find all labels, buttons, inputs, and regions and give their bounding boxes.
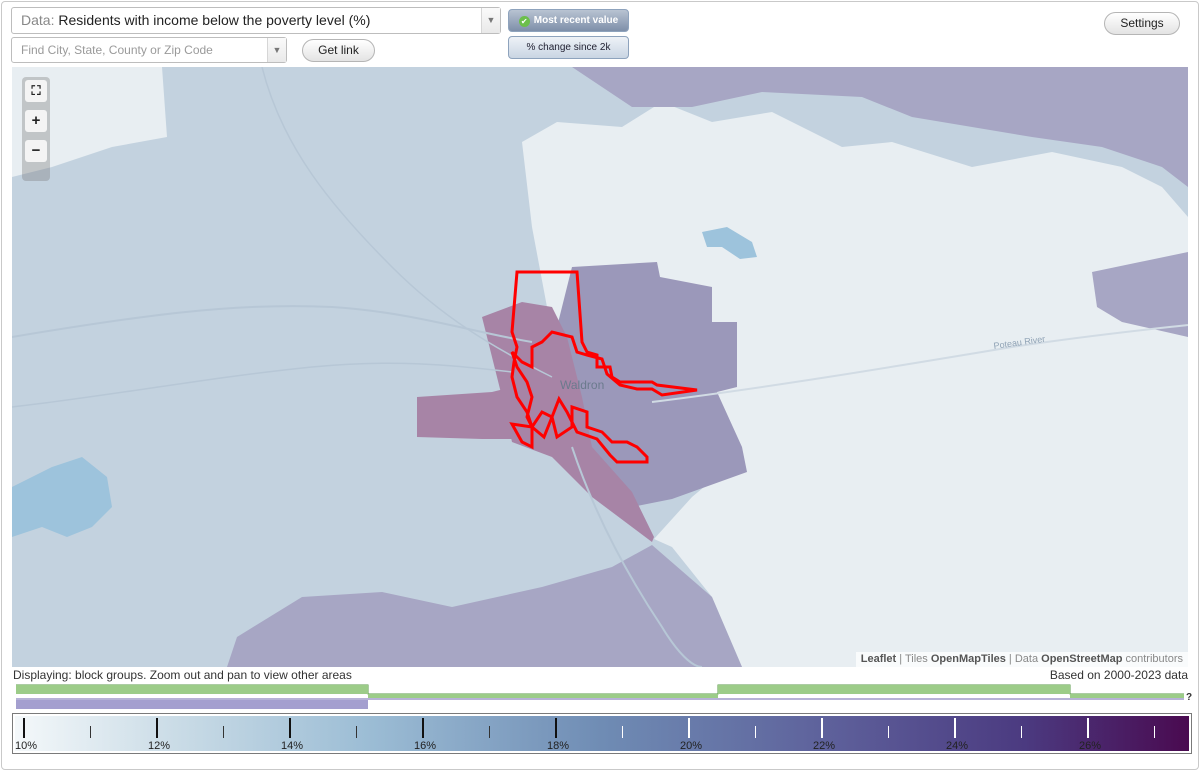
legend-gradient bbox=[15, 716, 1189, 751]
map-region-purple-east bbox=[1092, 252, 1188, 337]
map-region-light-east bbox=[522, 102, 1188, 667]
map-river-poteau bbox=[651, 324, 1188, 403]
chevron-down-icon[interactable]: ▼ bbox=[267, 38, 286, 62]
data-select-prefix: Data: bbox=[21, 12, 55, 28]
attribution-sep: | bbox=[899, 653, 903, 665]
timeline-segment[interactable] bbox=[718, 685, 1070, 694]
legend-tick-label: 16% bbox=[414, 740, 437, 752]
help-icon[interactable]: ? bbox=[1186, 692, 1192, 703]
timeline-track bbox=[16, 698, 1184, 700]
map-blockgroup-west bbox=[417, 387, 517, 439]
legend-tick-label: 14% bbox=[281, 740, 304, 752]
map-region-purple-south bbox=[227, 545, 742, 667]
timeline-segment[interactable] bbox=[16, 685, 368, 694]
data-prefix: Data bbox=[1014, 653, 1039, 665]
fullscreen-icon[interactable]: ⛶ bbox=[25, 80, 47, 102]
timeline-segment[interactable] bbox=[1070, 694, 1184, 698]
check-icon: ✔ bbox=[518, 16, 530, 27]
zoom-control: ⛶ + − bbox=[22, 77, 50, 181]
displaying-status: Displaying: block groups. Zoom out and p… bbox=[13, 668, 352, 682]
map-road-north bbox=[261, 67, 553, 378]
legend-tick-label: 18% bbox=[547, 740, 570, 752]
map-lake-southwest bbox=[12, 457, 112, 537]
legend-tick-label: 12% bbox=[148, 740, 171, 752]
get-link-button[interactable]: Get link bbox=[302, 39, 375, 62]
most-recent-value-button[interactable]: ✔ Most recent value bbox=[508, 9, 629, 32]
legend-tick-label: 10% bbox=[15, 740, 38, 752]
legend-tick-label: 20% bbox=[680, 740, 703, 752]
timeline-selected-range[interactable] bbox=[16, 700, 368, 709]
legend-tick-label: 24% bbox=[946, 740, 969, 752]
map-lake-northeast bbox=[702, 227, 757, 259]
legend-tick-label: 22% bbox=[813, 740, 836, 752]
data-range-status: Based on 2000-2023 data bbox=[1049, 668, 1188, 682]
map-city-boundary bbox=[509, 270, 698, 464]
timeline-segment[interactable] bbox=[368, 694, 718, 698]
attribution-suffix: contributors bbox=[1125, 653, 1183, 665]
map-view[interactable]: Waldron Poteau River ⛶ + − Leaflet | Til… bbox=[12, 67, 1188, 667]
leaflet-link[interactable]: Leaflet bbox=[860, 653, 897, 665]
legend-tick-label: 26% bbox=[1079, 740, 1102, 752]
map-canvas[interactable]: Waldron Poteau River bbox=[12, 67, 1188, 667]
zoom-in-button[interactable]: + bbox=[25, 110, 47, 132]
map-label-waldron: Waldron bbox=[560, 378, 604, 392]
location-search[interactable]: ▼ bbox=[11, 37, 287, 63]
map-road-south bbox=[571, 446, 703, 667]
search-input[interactable] bbox=[12, 38, 262, 62]
openmaptiles-link[interactable]: OpenMapTiles bbox=[930, 653, 1006, 665]
settings-button[interactable]: Settings bbox=[1104, 12, 1180, 35]
data-select-value: Residents with income below the poverty … bbox=[58, 12, 371, 28]
tiles-prefix: Tiles bbox=[904, 653, 928, 665]
map-region-purple-ne bbox=[572, 67, 1188, 187]
map-attribution: Leaflet | Tiles OpenMapTiles | Data Open… bbox=[855, 652, 1188, 667]
color-legend: 10% 12% 14% 16% 18% 20% 22% 24% 26% bbox=[12, 713, 1192, 754]
most-recent-label: Most recent value bbox=[533, 15, 619, 26]
legend-ticks bbox=[23, 718, 1155, 738]
openstreetmap-link[interactable]: OpenStreetMap bbox=[1041, 653, 1123, 665]
percent-change-button[interactable]: % change since 2k bbox=[508, 36, 629, 59]
attribution-sep: | bbox=[1008, 653, 1012, 665]
map-road-west bbox=[12, 305, 533, 343]
chevron-down-icon[interactable]: ▼ bbox=[481, 8, 500, 33]
timeline[interactable]: ? bbox=[16, 684, 1192, 712]
map-river-west bbox=[12, 362, 513, 408]
data-select[interactable]: Data: Residents with income below the po… bbox=[11, 7, 501, 34]
zoom-out-button[interactable]: − bbox=[25, 140, 47, 162]
map-region-light-nw bbox=[12, 67, 167, 177]
